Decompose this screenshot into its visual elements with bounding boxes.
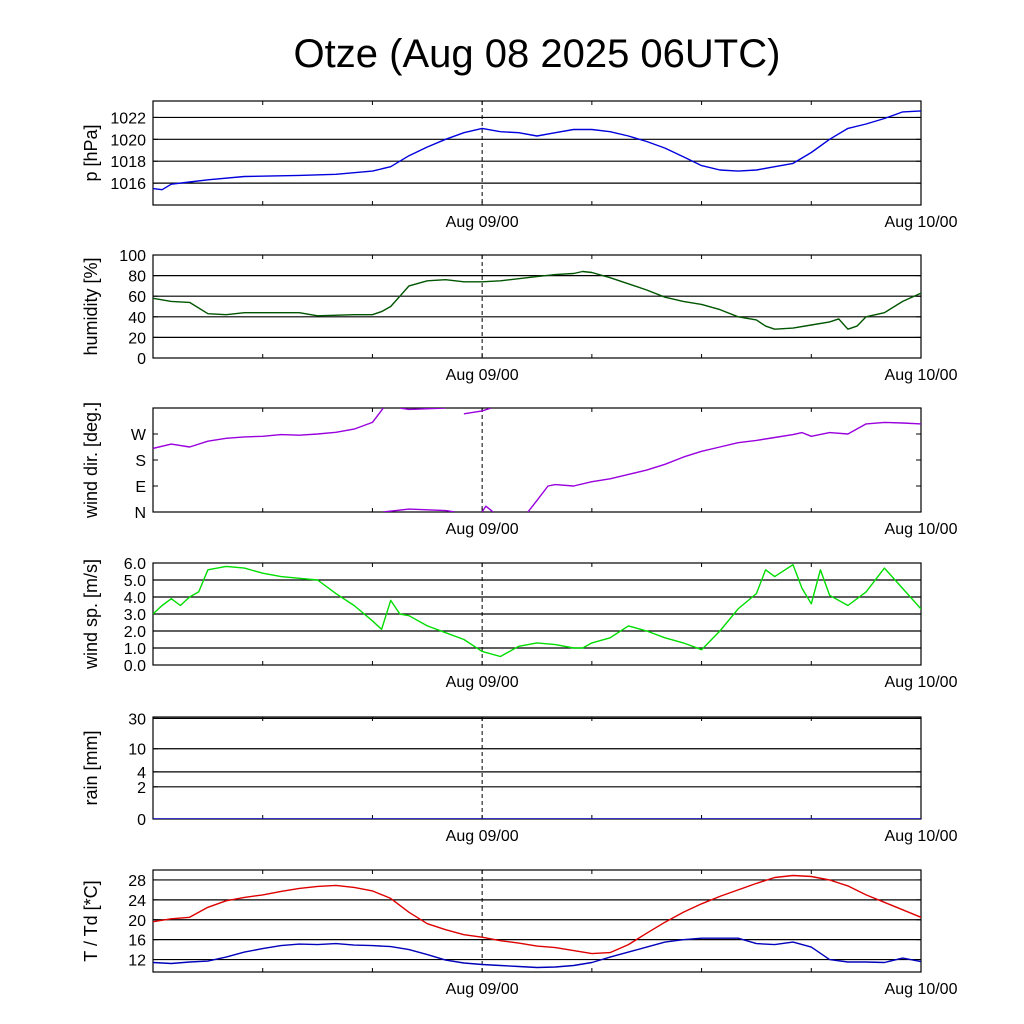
series-line-humidity-0 <box>153 270 921 330</box>
x-tick-label: Aug 09/00 <box>446 214 519 231</box>
panel-frame <box>152 254 922 359</box>
series-line-wind-speed-0 <box>153 564 921 658</box>
series-line-wind-direction-0 <box>481 505 494 512</box>
y-tick-label: 28 <box>128 873 146 890</box>
series-line-temperature-0 <box>153 874 921 955</box>
y-tick-label: 5.0 <box>124 573 146 590</box>
y-tick-label: S <box>135 453 146 470</box>
y-tick-label: 30 <box>128 711 146 728</box>
x-tick-label: Aug 09/00 <box>446 367 519 384</box>
x-tick-label: Aug 09/00 <box>446 981 519 998</box>
y-tick-label: N <box>134 505 146 522</box>
y-tick-label: 80 <box>128 269 146 286</box>
y-tick-label: 3.0 <box>124 607 146 624</box>
y-axis-label: T / Td [*C] <box>81 880 101 961</box>
panel-frame <box>152 100 922 206</box>
x-tick-label: Aug 09/00 <box>446 521 519 538</box>
x-tick-label: Aug 10/00 <box>885 214 958 231</box>
y-tick-label: 1016 <box>110 176 146 193</box>
y-tick-label: 4.0 <box>124 590 146 607</box>
panel-pressure: 1016 1018 1020 1022 p [hPa] Aug 09/00 Aug 10/0… <box>81 100 958 231</box>
y-tick-label: 0.0 <box>124 658 146 675</box>
series-line-pressure-0 <box>153 110 921 191</box>
series-line-wind-direction-0 <box>153 408 384 450</box>
series-line-wind-direction-0 <box>399 408 446 411</box>
y-tick-label: 1.0 <box>124 641 146 658</box>
y-tick-label: 2 <box>137 780 146 797</box>
y-tick-label: 2.0 <box>124 624 146 641</box>
y-tick-label: 60 <box>128 289 146 306</box>
y-tick-label: W <box>131 427 147 444</box>
chart-title: Otze (Aug 08 2025 06UTC) <box>294 32 781 76</box>
series-line-wind-direction-0 <box>463 408 492 415</box>
panel-temperature: 12 16 20 24 28 T / Td [*C] Aug 09/00 Aug 10/00 <box>81 869 958 998</box>
series-line-wind-direction-0 <box>383 508 455 512</box>
panel-rain: 0 24 10 30 rain [mm] Aug 09/00 Aug 10/00 <box>81 711 958 845</box>
y-tick-label: E <box>135 479 146 496</box>
panel-frame <box>152 869 922 973</box>
y-tick-label: 100 <box>119 248 146 265</box>
x-tick-label: Aug 09/00 <box>446 674 519 691</box>
y-axis-label: rain [mm] <box>81 730 101 805</box>
y-axis-label: wind dir. [deg.] <box>81 402 101 519</box>
y-axis-label: wind sp. [m/s] <box>81 559 101 670</box>
y-tick-label: 6.0 <box>124 556 146 573</box>
y-axis-label: humidity [%] <box>81 257 101 355</box>
y-tick-label: 24 <box>128 893 146 910</box>
panel-humidity: 0 20 40 60 80 100 humidity [%] Aug 09/00 Aug 10/… <box>81 248 958 384</box>
series-line-wind-direction-0 <box>527 421 921 512</box>
series-line-temperature-1 <box>153 937 921 969</box>
y-tick-label: 10 <box>128 742 146 759</box>
x-tick-label: Aug 10/00 <box>885 367 958 384</box>
x-tick-label: Aug 10/00 <box>885 674 958 691</box>
y-tick-label: 0 <box>137 351 146 368</box>
y-tick-label: 1020 <box>110 132 146 149</box>
y-tick-label: 20 <box>128 913 146 930</box>
y-tick-label: 20 <box>128 330 146 347</box>
x-tick-label: Aug 09/00 <box>446 828 519 845</box>
y-tick-label: 16 <box>128 933 146 950</box>
panel-wind-speed: 0.01.02.03.04.05.06.0 wind sp. [m/s] Aug 0… <box>81 556 958 691</box>
y-axis-label: p [hPa] <box>81 124 101 181</box>
y-tick-label: 12 <box>128 953 146 970</box>
y-tick-label: 40 <box>128 310 146 327</box>
panel-frame <box>152 407 922 513</box>
x-tick-label: Aug 10/00 <box>885 981 958 998</box>
y-tick-label: 1022 <box>110 110 146 127</box>
y-tick-label: 0 <box>137 812 146 829</box>
x-tick-label: Aug 10/00 <box>885 521 958 538</box>
y-tick-label: 1018 <box>110 154 146 171</box>
y-tick-label: 4 <box>137 765 146 782</box>
x-tick-label: Aug 10/00 <box>885 828 958 845</box>
panel-frame <box>152 716 922 820</box>
